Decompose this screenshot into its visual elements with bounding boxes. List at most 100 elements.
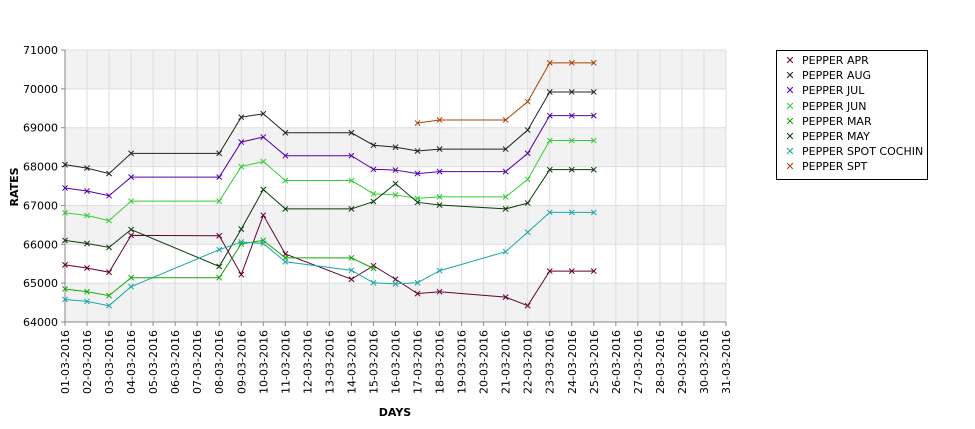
data-point (524, 229, 531, 236)
x-axis-title: DAYS (379, 406, 412, 419)
series-layer (62, 59, 597, 309)
data-point (392, 276, 399, 283)
legend-item: ✕ PEPPER SPOT COCHIN (777, 144, 927, 159)
series-line (64, 213, 594, 307)
x-tick-label: 18-03-2016 (434, 330, 447, 394)
data-point (106, 244, 113, 251)
x-tick-label: 30-03-2016 (698, 330, 711, 394)
data-point (568, 268, 575, 275)
x-tick-label: 31-03-2016 (720, 330, 733, 394)
legend-label: PEPPER MAR (802, 114, 872, 128)
data-point (502, 205, 509, 212)
series-line (64, 169, 594, 268)
data-point (568, 112, 575, 119)
data-point (392, 167, 399, 174)
x-tick-label: 09-03-2016 (235, 330, 248, 394)
data-point (128, 226, 135, 233)
data-point (238, 139, 245, 146)
data-point (348, 205, 355, 212)
x-tick-labels: 01-03-2016 02-03-2016 03-03-2016 04-03-2016… (59, 330, 733, 394)
legend-label: PEPPER JUL (802, 84, 865, 98)
data-point (106, 170, 113, 177)
data-point (238, 271, 245, 278)
data-point (414, 170, 421, 177)
data-point (436, 193, 443, 200)
data-point (436, 116, 443, 123)
data-point (238, 226, 245, 233)
data-point (238, 114, 245, 121)
data-point (568, 137, 575, 144)
series-pepper-spot-cochin (62, 209, 597, 309)
y-tick-label: 67000 (23, 199, 58, 212)
x-tick-label: 11-03-2016 (279, 330, 292, 394)
legend-marker-icon: ✕ (785, 99, 795, 113)
data-point (106, 302, 113, 309)
y-tick-label: 69000 (23, 122, 58, 135)
x-tick-label: 07-03-2016 (191, 330, 204, 394)
series-pepper-spt (414, 59, 597, 127)
data-point (62, 161, 68, 168)
data-point (568, 166, 575, 173)
data-point (216, 274, 223, 281)
data-point (590, 166, 597, 173)
data-point (546, 59, 553, 66)
data-point (84, 288, 90, 295)
data-point (436, 288, 443, 295)
data-point (370, 279, 377, 286)
x-tick-label: 12-03-2016 (301, 330, 314, 394)
data-point (282, 177, 289, 184)
x-tick-label: 24-03-2016 (566, 330, 579, 394)
data-point (84, 165, 90, 172)
data-point (260, 158, 267, 165)
data-point (524, 98, 531, 105)
data-point (392, 144, 399, 151)
data-point (348, 254, 355, 261)
data-point (392, 191, 399, 198)
data-point (502, 116, 509, 123)
x-tick-label: 03-03-2016 (103, 330, 116, 394)
y-tick-label: 64000 (23, 316, 58, 329)
data-point (546, 112, 553, 119)
legend-marker-icon: ✕ (785, 84, 795, 98)
legend-marker-icon: ✕ (785, 114, 795, 128)
series-pepper-jul (62, 112, 597, 199)
legend-marker-icon: ✕ (785, 145, 795, 159)
data-point (370, 190, 377, 197)
data-point (62, 261, 68, 268)
x-tick-label: 15-03-2016 (367, 330, 380, 394)
legend: ✕ PEPPER APR ✕ PEPPER AUG ✕ PEPPER JUL ✕ PEPPER… (776, 50, 928, 180)
data-point (436, 146, 443, 153)
data-point (348, 276, 355, 283)
data-point (106, 292, 113, 299)
legend-label: PEPPER JUN (802, 99, 867, 113)
data-point (216, 198, 223, 205)
data-point (62, 237, 68, 244)
legend-item: ✕ PEPPER JUL (777, 83, 927, 98)
legend-marker-icon: ✕ (785, 69, 795, 83)
data-point (392, 180, 399, 187)
x-tick-label: 20-03-2016 (478, 330, 491, 394)
data-point (84, 265, 90, 271)
legend-item: ✕ PEPPER MAR (777, 114, 927, 129)
x-tick-label: 29-03-2016 (676, 330, 689, 394)
data-point (62, 209, 68, 216)
data-point (414, 148, 421, 154)
data-point (568, 209, 575, 216)
series-pepper-aug (62, 89, 597, 177)
x-tick-label: 08-03-2016 (213, 330, 226, 394)
data-point (260, 110, 267, 117)
data-point (282, 152, 289, 159)
data-point (502, 193, 509, 200)
series-pepper-apr (62, 212, 597, 309)
data-point (546, 268, 553, 275)
data-point (282, 205, 289, 212)
data-point (216, 246, 223, 253)
data-point (348, 177, 355, 184)
x-tick-label: 25-03-2016 (588, 330, 601, 394)
x-tick-label: 26-03-2016 (610, 330, 623, 394)
data-point (436, 168, 443, 175)
x-tick-label: 04-03-2016 (125, 330, 138, 394)
data-point (524, 127, 531, 133)
data-point (502, 248, 509, 255)
